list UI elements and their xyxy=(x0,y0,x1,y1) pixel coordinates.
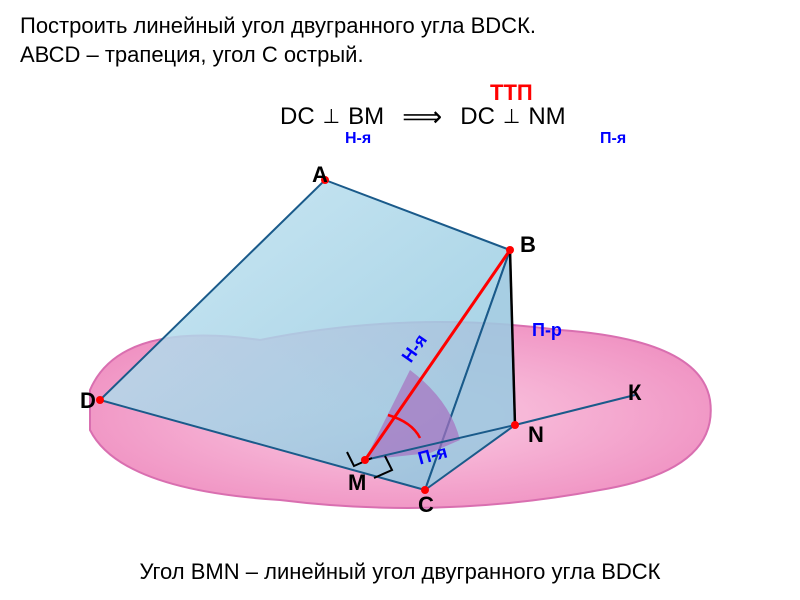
formula-bm: BM xyxy=(348,103,384,131)
label-k: К xyxy=(628,380,641,406)
label-b: В xyxy=(520,232,536,258)
formula-row: DC ⊥ BM ⟹ DC ⊥ NM xyxy=(280,100,566,133)
label-m: M xyxy=(348,470,366,496)
point-m xyxy=(361,456,369,464)
point-d xyxy=(96,396,104,404)
formula-dc-2: DC xyxy=(460,103,495,131)
label-d: D xyxy=(80,388,96,414)
label-c: С xyxy=(418,492,434,518)
conclusion-text: Угол ВMN – линейный угол двугранного угл… xyxy=(0,559,800,585)
geometry-diagram xyxy=(60,140,740,540)
perp-symbol-2: ⊥ xyxy=(503,104,520,129)
implies-arrow: ⟹ xyxy=(392,100,452,133)
perp-symbol-1: ⊥ xyxy=(323,104,340,129)
problem-line1: Построить линейный угол двугранного угла… xyxy=(20,13,536,38)
label-n: N xyxy=(528,422,544,448)
point-b xyxy=(506,246,514,254)
formula-dc-1: DC xyxy=(280,103,315,131)
label-a: А xyxy=(312,162,328,188)
edge-label-pr: П-р xyxy=(532,320,562,341)
point-n xyxy=(511,421,519,429)
problem-statement: Построить линейный угол двугранного угла… xyxy=(20,12,536,69)
problem-line2: АВСD – трапеция, угол С острый. xyxy=(20,42,364,67)
formula-nm: NM xyxy=(528,103,565,131)
